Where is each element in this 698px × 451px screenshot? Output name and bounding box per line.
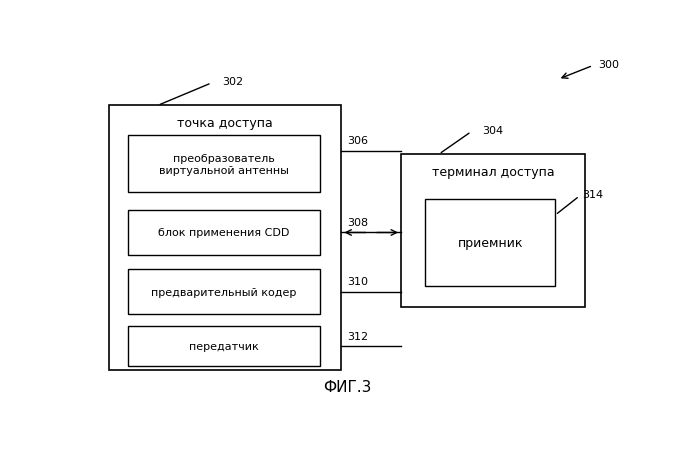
Text: предварительный кодер: предварительный кодер — [151, 287, 297, 297]
FancyBboxPatch shape — [401, 155, 585, 308]
Text: приемник: приемник — [457, 237, 523, 250]
FancyBboxPatch shape — [128, 136, 320, 193]
FancyBboxPatch shape — [109, 106, 341, 370]
Text: 306: 306 — [347, 136, 368, 146]
Text: ФИГ.3: ФИГ.3 — [322, 379, 371, 395]
Text: 300: 300 — [598, 60, 619, 70]
Text: 308: 308 — [347, 217, 368, 227]
Text: 302: 302 — [223, 77, 244, 87]
Text: передатчик: передатчик — [189, 342, 259, 352]
FancyBboxPatch shape — [425, 200, 555, 287]
FancyBboxPatch shape — [128, 327, 320, 367]
Text: терминал доступа: терминал доступа — [431, 165, 554, 178]
Text: точка доступа: точка доступа — [177, 117, 273, 129]
Text: 312: 312 — [347, 331, 368, 341]
Text: 310: 310 — [347, 276, 368, 286]
Text: блок применения CDD: блок применения CDD — [158, 228, 290, 238]
FancyBboxPatch shape — [128, 210, 320, 256]
FancyBboxPatch shape — [128, 269, 320, 315]
Text: 304: 304 — [482, 125, 503, 135]
Text: преобразователь
виртуальной антенны: преобразователь виртуальной антенны — [159, 154, 289, 175]
Text: 314: 314 — [582, 190, 603, 200]
